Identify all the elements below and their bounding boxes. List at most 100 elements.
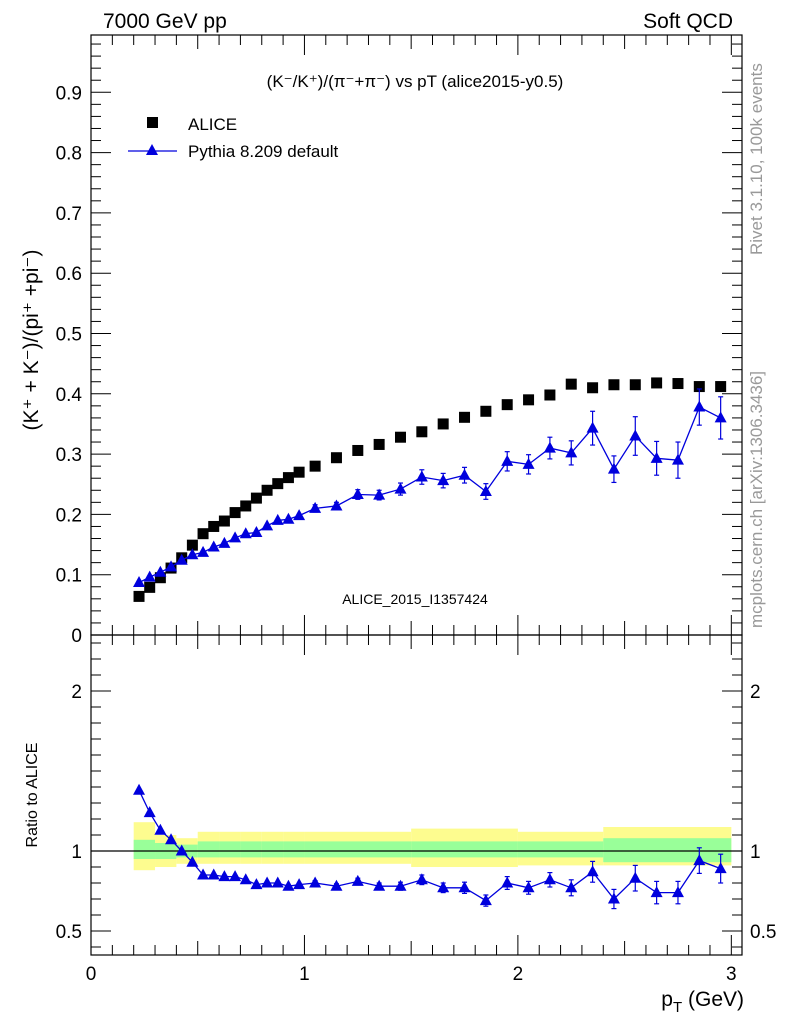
x-tick-label: 2	[513, 964, 524, 985]
alice-data-point	[544, 389, 556, 401]
alice-data-point	[608, 379, 620, 391]
alice-data-point	[250, 492, 262, 504]
alice-data-point	[261, 484, 273, 496]
ratio-data-point	[271, 876, 284, 888]
alice-data-point	[197, 528, 209, 540]
alice-data-point	[208, 520, 220, 532]
alice-data-point	[154, 572, 166, 584]
alice-data-point	[651, 377, 663, 389]
ratio-data-point	[165, 833, 178, 845]
ratio-data-point	[197, 868, 210, 880]
main-y-tick-label: 0.2	[56, 505, 82, 526]
ratio-y-tick-label: 0.5	[56, 922, 82, 943]
alice-data-point	[565, 378, 577, 390]
uncertainty-band-inner	[240, 841, 262, 858]
pythia-data-point	[330, 499, 343, 511]
alice-data-point	[629, 379, 641, 391]
pythia-data-point	[671, 453, 684, 465]
alice-data-point	[373, 438, 385, 450]
alice-data-point	[330, 452, 342, 464]
uncertainty-band-inner	[197, 841, 220, 858]
main-y-tick-label: 0.7	[56, 204, 82, 225]
uncertainty-band-inner	[219, 841, 241, 858]
uncertainty-band-inner	[411, 841, 518, 858]
alice-data-point	[672, 378, 684, 390]
ratio-data-point	[239, 873, 252, 885]
alice-data-point	[459, 411, 471, 423]
pythia-data-point	[207, 540, 220, 552]
alice-data-point	[416, 426, 428, 438]
mcplots-reference-label: mcplots.cern.ch [arXiv:1306.3436]	[747, 371, 766, 628]
main-plot-layer	[133, 377, 727, 602]
ratio-data-point	[629, 871, 642, 883]
ratio-data-point	[415, 873, 428, 885]
pythia-data-point	[239, 527, 252, 539]
ratio-data-point	[671, 886, 684, 898]
ratio-y-tick-label-right: 2	[750, 682, 761, 703]
pythia-data-point	[186, 548, 199, 560]
pythia-data-point	[394, 482, 407, 494]
pythia-data-point	[650, 451, 663, 463]
ratio-data-point	[650, 886, 663, 898]
main-y-tick-label: 0.3	[56, 445, 82, 466]
ratio-data-point	[207, 868, 220, 880]
ratio-y-tick-label: 1	[71, 842, 82, 863]
uncertainty-band-inner	[603, 838, 732, 863]
uncertainty-band-inner	[261, 841, 284, 858]
pythia-data-point	[607, 462, 620, 474]
alice-data-point	[272, 478, 284, 490]
pythia-data-point	[479, 484, 492, 496]
uncertainty-band-inner	[283, 841, 305, 858]
pythia-data-point	[693, 400, 706, 412]
ratio-data-point	[175, 844, 188, 856]
pythia-data-point	[565, 446, 578, 458]
ratio-data-point	[394, 879, 407, 891]
alice-data-point	[394, 431, 406, 443]
alice-data-point	[480, 405, 492, 417]
pythia-data-point	[154, 565, 167, 577]
alice-data-point	[309, 460, 321, 472]
ratio-data-point	[330, 879, 343, 891]
ratio-data-point	[261, 876, 274, 888]
ratio-plot-layer	[91, 783, 742, 910]
uncertainty-band-inner	[133, 839, 156, 859]
ratio-data-point	[501, 876, 514, 888]
ratio-y-tick-label-right: 0.5	[750, 922, 776, 943]
legend-pythia-label: Pythia 8.209 default	[188, 142, 339, 161]
ratio-data-point	[565, 881, 578, 893]
axes-layer: 0 0.1 0.2 0.3 0.4 0.5 0.6 0.7 0.8 0.9 0 1 2 3 0.5 0.5 1 1…	[56, 35, 776, 985]
alice-data-point	[352, 444, 364, 456]
x-tick-label: 1	[299, 964, 310, 985]
x-tick-label: 0	[86, 964, 97, 985]
pythia-data-point	[351, 487, 364, 499]
alice-data-point	[693, 381, 705, 393]
pythia-data-point	[437, 474, 450, 486]
ratio-data-point	[282, 879, 295, 891]
alice-data-point	[587, 382, 599, 394]
ratio-panel: Ratio to ALICE pT (GeV)	[24, 634, 744, 1016]
pythia-data-point	[261, 519, 274, 531]
main-y-tick-label: 0	[71, 626, 82, 647]
ratio-data-point	[293, 878, 306, 890]
ratio-data-point	[309, 876, 322, 888]
ratio-data-point	[693, 854, 706, 866]
ratio-y-tick-label: 2	[71, 682, 82, 703]
pythia-data-point	[250, 525, 263, 537]
pythia-data-point	[175, 553, 188, 565]
pythia-data-point	[133, 576, 146, 588]
alice-data-point	[186, 539, 198, 551]
main-y-tick-label: 0.6	[56, 264, 82, 285]
analysis-watermark: ALICE_2015_I1357424	[342, 591, 488, 607]
ratio-data-point	[143, 806, 156, 818]
pythia-data-point	[501, 454, 514, 466]
alice-data-point	[240, 500, 252, 512]
ratio-plot-frame	[90, 634, 743, 956]
legend: ALICE Pythia 8.209 default	[128, 115, 339, 161]
x-tick-label: 3	[726, 964, 737, 985]
legend-alice-marker	[147, 117, 158, 128]
main-y-tick-label: 0.8	[56, 144, 82, 165]
pythia-data-point	[714, 411, 727, 423]
alice-data-point	[229, 507, 241, 519]
